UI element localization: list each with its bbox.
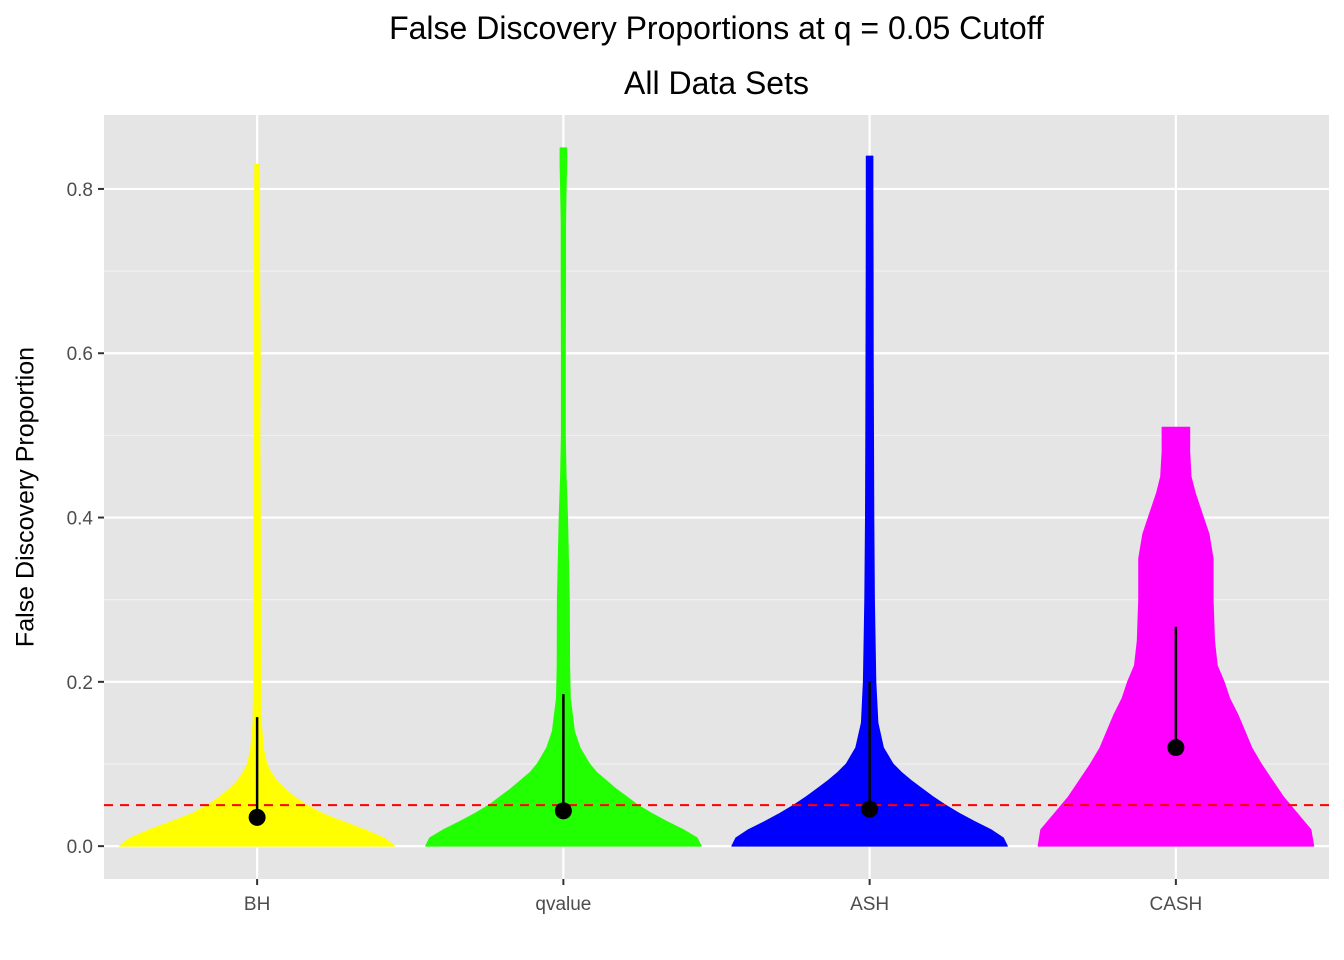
- y-tick-label: 0.2: [67, 673, 93, 694]
- mean-point-cash: [1167, 739, 1185, 757]
- mean-point-ash: [861, 800, 879, 818]
- violin-qvalue: [425, 147, 702, 847]
- y-tick-label: 0.0: [67, 837, 93, 858]
- chart-subtitle: All Data Sets: [624, 65, 809, 101]
- violin-bh: [118, 163, 396, 847]
- y-tick-label: 0.8: [67, 180, 93, 201]
- y-tick-label: 0.6: [67, 344, 93, 365]
- mean-point-qvalue: [554, 802, 572, 820]
- tick-marks: [98, 187, 1177, 885]
- tick-labels: 0.0 0.2 0.4 0.6 0.8 BH qvalue ASH CASH: [67, 180, 1203, 915]
- chart-title: False Discovery Proportions at q = 0.05 …: [389, 10, 1044, 46]
- whiskers: [248, 626, 1185, 826]
- y-tick-label: 0.4: [67, 509, 94, 530]
- x-tick-label: CASH: [1149, 894, 1202, 915]
- mean-point-bh: [248, 808, 266, 826]
- x-tick-label: qvalue: [535, 894, 591, 915]
- x-tick-label: ASH: [850, 894, 889, 915]
- x-tick-label: BH: [244, 894, 270, 915]
- violin-ash: [731, 155, 1008, 847]
